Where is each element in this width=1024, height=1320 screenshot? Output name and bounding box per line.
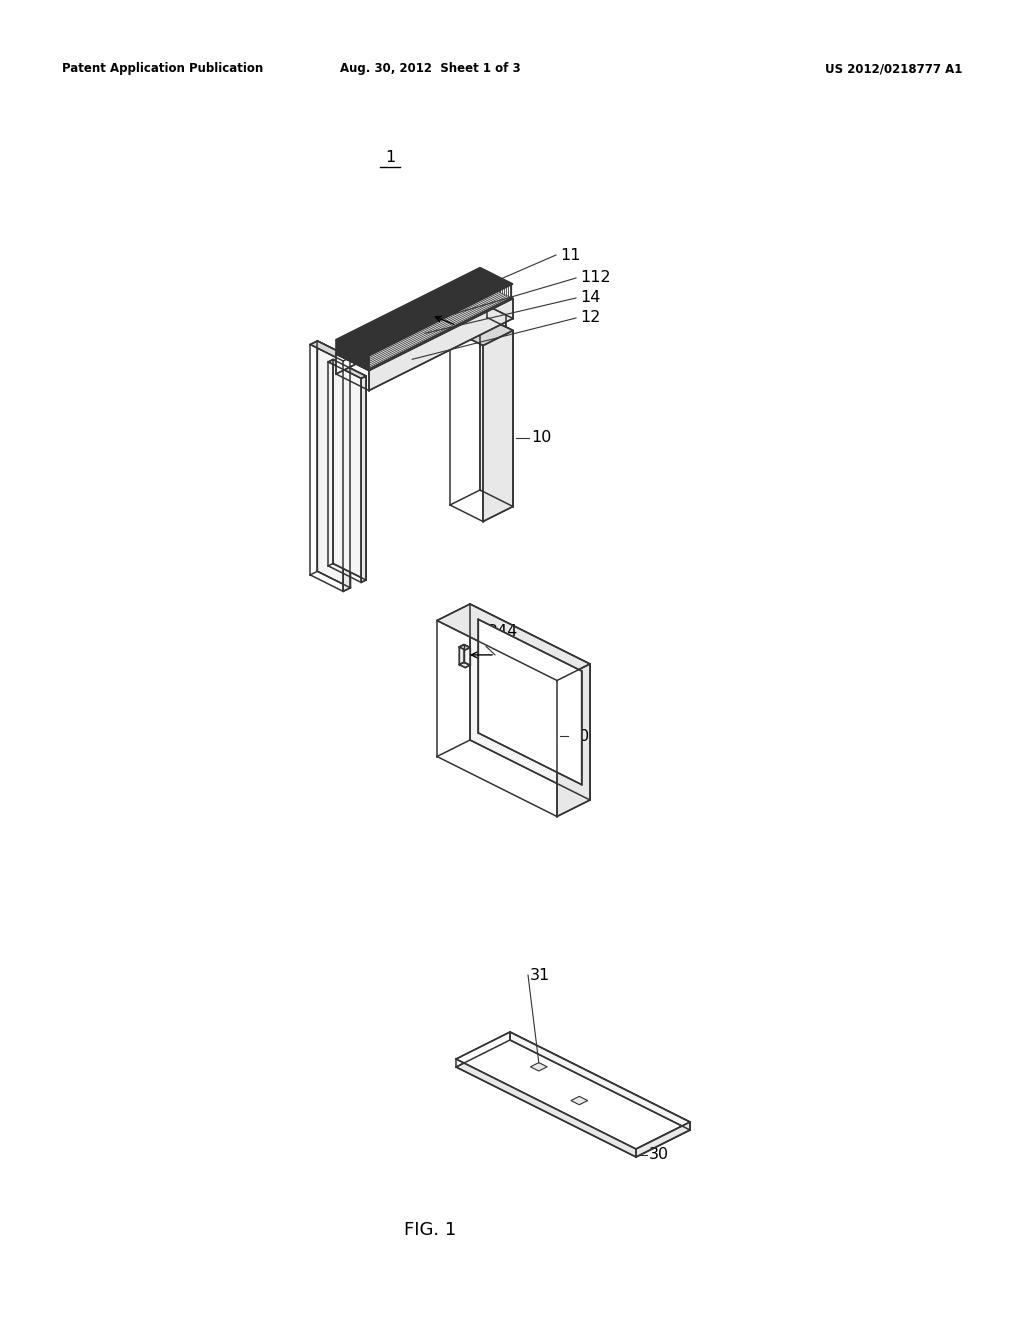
Polygon shape bbox=[342, 271, 487, 343]
Polygon shape bbox=[360, 280, 506, 352]
Polygon shape bbox=[368, 355, 369, 371]
Polygon shape bbox=[483, 330, 513, 521]
Polygon shape bbox=[356, 277, 502, 351]
Polygon shape bbox=[351, 347, 352, 362]
Polygon shape bbox=[437, 605, 590, 681]
Polygon shape bbox=[530, 1063, 547, 1071]
Polygon shape bbox=[459, 663, 470, 668]
Polygon shape bbox=[361, 376, 366, 582]
Polygon shape bbox=[336, 268, 481, 341]
Polygon shape bbox=[360, 280, 504, 366]
Polygon shape bbox=[366, 354, 367, 370]
Polygon shape bbox=[338, 268, 483, 342]
Polygon shape bbox=[369, 298, 513, 391]
Text: 244: 244 bbox=[488, 624, 518, 639]
Polygon shape bbox=[361, 281, 506, 367]
Polygon shape bbox=[333, 359, 366, 579]
Polygon shape bbox=[459, 644, 470, 649]
Polygon shape bbox=[366, 282, 510, 368]
Polygon shape bbox=[364, 281, 509, 354]
Polygon shape bbox=[354, 348, 356, 364]
Polygon shape bbox=[349, 275, 493, 360]
Polygon shape bbox=[338, 268, 482, 355]
Text: Aug. 30, 2012  Sheet 1 of 3: Aug. 30, 2012 Sheet 1 of 3 bbox=[340, 62, 520, 75]
Polygon shape bbox=[351, 275, 497, 347]
Polygon shape bbox=[347, 273, 492, 359]
Polygon shape bbox=[352, 276, 497, 363]
Text: 20: 20 bbox=[570, 729, 590, 744]
Polygon shape bbox=[349, 275, 495, 347]
Text: 1: 1 bbox=[385, 150, 395, 165]
Polygon shape bbox=[317, 341, 350, 587]
Polygon shape bbox=[351, 275, 495, 362]
Polygon shape bbox=[340, 342, 341, 356]
Polygon shape bbox=[456, 1040, 690, 1158]
Text: 12: 12 bbox=[580, 310, 600, 326]
Polygon shape bbox=[347, 346, 348, 360]
Polygon shape bbox=[354, 277, 500, 350]
Text: FIG. 1: FIG. 1 bbox=[403, 1221, 456, 1239]
Polygon shape bbox=[510, 1032, 690, 1130]
Polygon shape bbox=[343, 272, 487, 358]
Polygon shape bbox=[336, 339, 338, 355]
Polygon shape bbox=[368, 284, 511, 370]
Text: US 2012/0218777 A1: US 2012/0218777 A1 bbox=[824, 62, 962, 75]
Polygon shape bbox=[347, 273, 493, 346]
Polygon shape bbox=[352, 276, 498, 348]
Text: 242: 242 bbox=[488, 653, 518, 669]
Text: 31: 31 bbox=[530, 968, 550, 982]
Polygon shape bbox=[358, 279, 504, 351]
Polygon shape bbox=[456, 1032, 690, 1148]
Polygon shape bbox=[464, 644, 470, 665]
Polygon shape bbox=[343, 272, 489, 345]
Polygon shape bbox=[480, 314, 513, 507]
Polygon shape bbox=[340, 269, 485, 342]
Text: 11: 11 bbox=[560, 248, 581, 263]
Polygon shape bbox=[450, 314, 513, 346]
Polygon shape bbox=[336, 282, 480, 374]
Polygon shape bbox=[360, 351, 361, 367]
Polygon shape bbox=[338, 341, 340, 356]
Polygon shape bbox=[571, 1097, 588, 1105]
Polygon shape bbox=[358, 279, 502, 366]
Polygon shape bbox=[470, 605, 590, 800]
Text: 30: 30 bbox=[649, 1147, 669, 1162]
Polygon shape bbox=[342, 271, 485, 356]
Text: 112: 112 bbox=[580, 271, 610, 285]
Polygon shape bbox=[366, 282, 511, 355]
Polygon shape bbox=[356, 277, 501, 364]
Polygon shape bbox=[361, 281, 507, 354]
Polygon shape bbox=[487, 306, 506, 327]
Polygon shape bbox=[478, 619, 582, 784]
Polygon shape bbox=[336, 268, 480, 354]
Polygon shape bbox=[364, 281, 508, 368]
Polygon shape bbox=[343, 343, 345, 359]
Polygon shape bbox=[345, 345, 347, 359]
Polygon shape bbox=[459, 644, 464, 664]
Text: Patent Application Publication: Patent Application Publication bbox=[62, 62, 263, 75]
Polygon shape bbox=[368, 284, 513, 356]
Polygon shape bbox=[356, 350, 357, 364]
Polygon shape bbox=[343, 358, 350, 591]
Polygon shape bbox=[557, 664, 590, 817]
Text: 24: 24 bbox=[488, 639, 508, 653]
Polygon shape bbox=[349, 346, 350, 362]
Polygon shape bbox=[364, 354, 366, 368]
Text: 10: 10 bbox=[531, 430, 551, 445]
Polygon shape bbox=[358, 351, 359, 366]
Polygon shape bbox=[340, 269, 484, 356]
Polygon shape bbox=[354, 277, 499, 363]
Polygon shape bbox=[345, 272, 489, 359]
Polygon shape bbox=[336, 282, 513, 371]
Polygon shape bbox=[636, 1122, 690, 1158]
Polygon shape bbox=[345, 272, 490, 345]
Polygon shape bbox=[310, 341, 350, 360]
Polygon shape bbox=[361, 352, 364, 368]
Text: 14: 14 bbox=[580, 290, 600, 305]
Polygon shape bbox=[329, 359, 366, 379]
Polygon shape bbox=[342, 342, 343, 358]
Polygon shape bbox=[352, 348, 354, 363]
